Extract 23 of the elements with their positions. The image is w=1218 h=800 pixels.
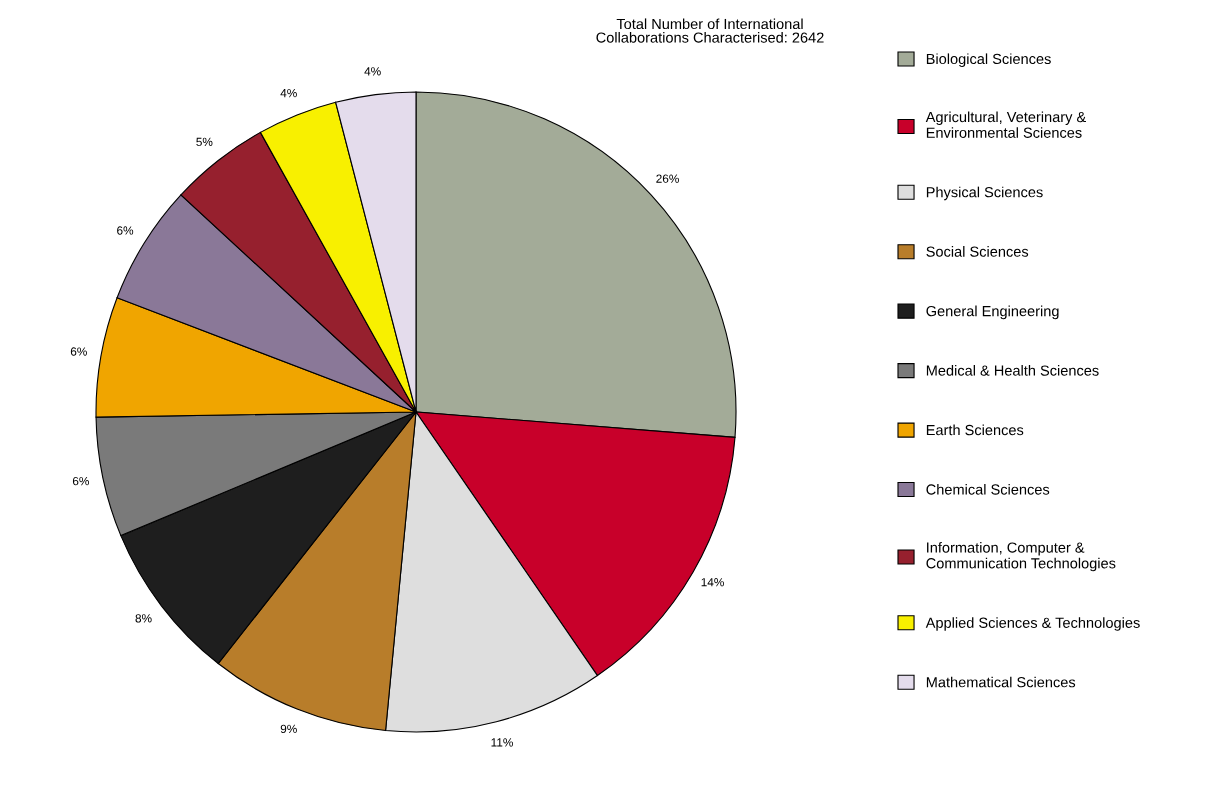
data-label: 26% bbox=[656, 174, 679, 183]
legend-label: Medical & Health Sciences bbox=[926, 365, 1099, 376]
legend-label: Earth Sciences bbox=[926, 424, 1024, 436]
legend-label: General Engineering bbox=[926, 305, 1059, 320]
data-label: 8% bbox=[135, 614, 152, 623]
legend-label: Chemical Sciences bbox=[926, 483, 1050, 495]
legend-label: Applied Sciences & Technologies bbox=[925, 617, 1140, 631]
data-label: 4% bbox=[364, 67, 381, 76]
legend-label: Information, Computer & Communication Technologies bbox=[926, 542, 1116, 572]
legend-label: Social Sciences bbox=[926, 246, 1029, 257]
data-label: 9% bbox=[280, 724, 297, 734]
data-label: 5% bbox=[196, 137, 213, 147]
data-label: 6% bbox=[72, 476, 89, 486]
data-label: 6% bbox=[70, 347, 87, 356]
legend-label: Mathematical Sciences bbox=[926, 676, 1076, 688]
legend-label: Physical Sciences bbox=[926, 186, 1043, 201]
data-label: 4% bbox=[280, 88, 297, 98]
data-label: 11% bbox=[491, 738, 513, 747]
legend-label: Biological Sciences bbox=[926, 53, 1051, 67]
data-label: 6% bbox=[117, 226, 134, 235]
legend-label: Agricultural, Veterinary & Environmental Sciences bbox=[925, 111, 1086, 138]
data-label: 14% bbox=[701, 578, 724, 587]
chart-title: Total Number of International Collaborations Characterised: 2642 bbox=[596, 18, 824, 43]
